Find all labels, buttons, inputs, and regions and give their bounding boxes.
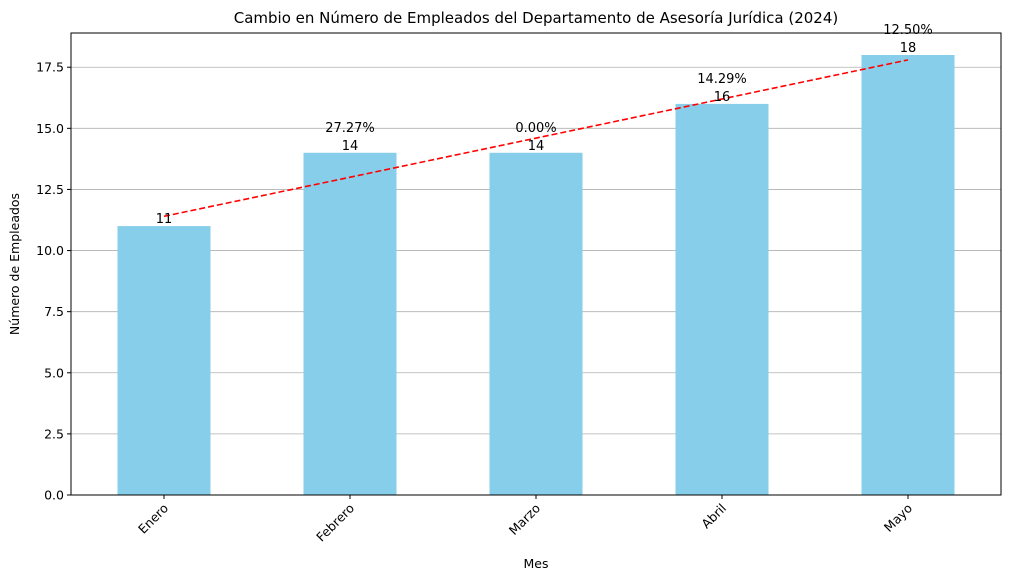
x-tick-label: Abril (698, 501, 729, 532)
y-tick-label: 0.0 (44, 488, 64, 503)
y-tick-label: 17.5 (36, 60, 64, 75)
y-tick-label: 15.0 (36, 121, 64, 136)
pct-change-label: 12.50% (883, 23, 933, 38)
y-tick-label: 7.5 (44, 304, 64, 319)
x-tick-label: Mayo (881, 501, 915, 535)
bar-marzo (489, 152, 583, 495)
x-tick-label: Enero (135, 501, 171, 537)
bar-enero (117, 226, 211, 495)
x-tick-label: Marzo (506, 501, 543, 538)
value-label: 16 (714, 90, 731, 105)
data-labels: 11 14 27.27% 14 0.00% 16 14.29% 18 12.50% (156, 23, 933, 227)
value-label: 11 (156, 212, 173, 227)
value-label: 14 (342, 139, 359, 154)
pct-change-label: 14.29% (697, 72, 747, 87)
trend-line (163, 59, 909, 218)
x-axis-title: Mes (524, 556, 549, 571)
trend-line-group (163, 59, 909, 218)
bar-abril (675, 103, 769, 495)
y-tick-label: 10.0 (36, 243, 64, 258)
bar-mayo (861, 55, 955, 495)
chart-title: Cambio en Número de Empleados del Depart… (234, 9, 839, 27)
y-tick-label: 12.5 (36, 182, 64, 197)
pct-change-label: 27.27% (325, 121, 375, 136)
y-tick-label: 5.0 (44, 365, 64, 380)
bars (117, 55, 955, 495)
value-label: 14 (528, 139, 545, 154)
y-tick-label: 2.5 (44, 426, 64, 441)
bar-febrero (303, 152, 397, 495)
x-tick-label: Febrero (313, 501, 357, 545)
pct-change-label: 0.00% (515, 121, 556, 136)
y-axis-title: Número de Empleados (7, 193, 22, 335)
value-label: 18 (900, 41, 917, 56)
